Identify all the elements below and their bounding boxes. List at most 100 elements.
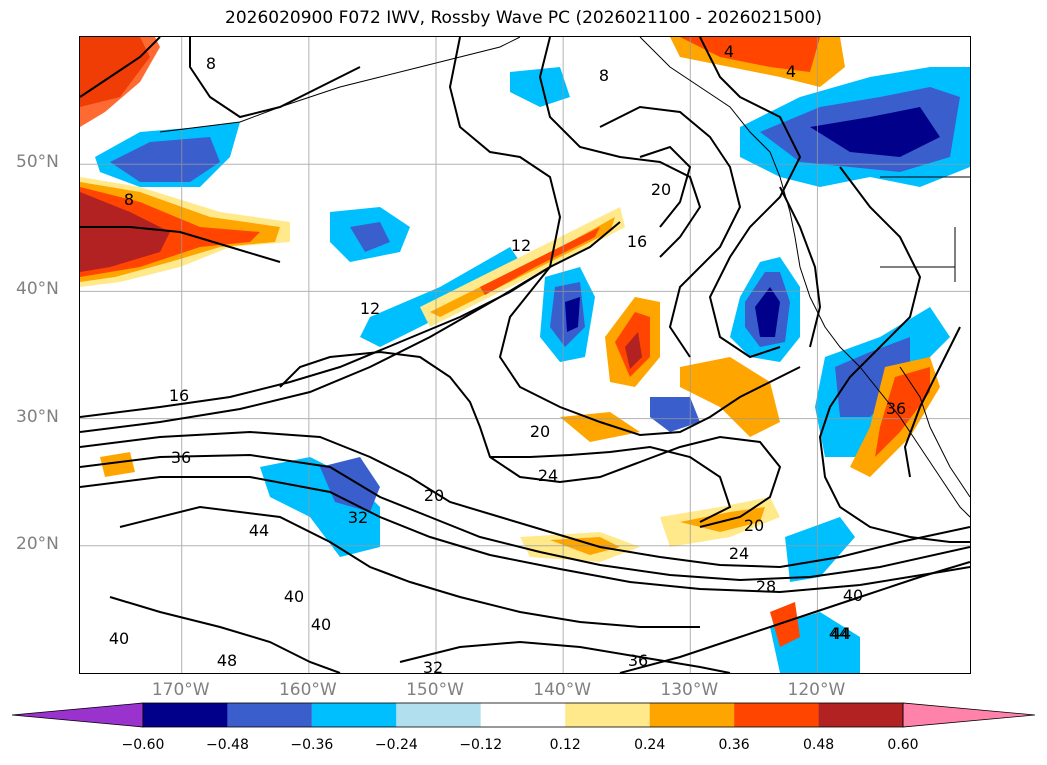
longitude-label: 130°W	[660, 680, 719, 700]
negative-anomaly-patch	[785, 517, 855, 582]
coastlines	[159, 37, 970, 518]
iwv-contour	[80, 37, 161, 98]
contour-label: 40	[284, 587, 304, 606]
positive-anomaly-patch	[100, 452, 135, 477]
contour-label: 36	[886, 399, 906, 418]
longitude-label: 160°W	[278, 680, 337, 700]
positive-anomaly-patch	[770, 602, 800, 647]
iwv-contour	[80, 226, 281, 263]
iwv-contour	[109, 596, 341, 673]
positive-anomaly-patch	[560, 412, 640, 442]
alaska-aleutian-coast	[159, 37, 521, 133]
colorbar-outline	[142, 702, 904, 728]
contour-label: 4	[724, 42, 734, 61]
north-america-coast	[639, 37, 970, 518]
colorbar-segment	[143, 703, 228, 727]
negative-anomaly-patch	[110, 137, 220, 182]
negative-anomaly-patch	[835, 337, 910, 417]
iwv-contour	[189, 37, 361, 119]
colorbar-tick-label: 0.24	[634, 737, 666, 753]
latitude-label: 20°N	[16, 533, 59, 554]
iwv-contour	[279, 350, 782, 528]
iwv-contour	[119, 505, 700, 628]
contour-label: 36	[628, 651, 648, 670]
baja-coast	[899, 366, 970, 498]
contour-label: 4	[786, 62, 796, 81]
colorbar-tick-label: −0.60	[121, 737, 165, 753]
negative-anomaly-patch	[810, 107, 940, 157]
latitude-label: 40°N	[16, 279, 59, 300]
contour-label: 20	[651, 180, 671, 199]
contour-label: 32	[348, 508, 368, 527]
negative-anomaly-patch	[510, 67, 570, 107]
iwv-contour	[538, 37, 702, 258]
contour-label: 16	[169, 386, 189, 405]
iwv-contour	[448, 37, 801, 437]
map-title: 2026020900 F072 IWV, Rossby Wave PC (202…	[225, 8, 822, 28]
contour-label: 12	[360, 299, 380, 318]
contour-label: 8	[124, 190, 134, 209]
iwv-contour	[80, 453, 970, 582]
colorbar-segment	[227, 703, 312, 727]
colorbar-segment	[818, 703, 903, 727]
iwv-contour	[699, 37, 802, 359]
contour-label: 40	[109, 629, 129, 648]
iwv-contour	[619, 561, 970, 673]
contour-label: 44	[831, 624, 851, 643]
longitude-label: 150°W	[406, 680, 464, 700]
positive-anomaly-patch	[625, 332, 642, 369]
longitude-label: 120°W	[787, 680, 846, 700]
map-panel: 8 8 4 4 8 12 12 16 16 20 20 20 20 24 24 28 32 32 36 36 40 40 4…	[79, 36, 971, 674]
colorbar-segment	[565, 703, 650, 727]
iwv-contour	[80, 266, 551, 433]
contour-label: 44	[829, 624, 849, 643]
iwv-contour	[779, 186, 822, 348]
colorbar-tick-label: −0.48	[205, 737, 249, 753]
colorbar-tick-label: 0.48	[802, 737, 835, 753]
colorbar-segment	[480, 703, 566, 727]
iwv-contour	[80, 221, 621, 418]
negative-anomaly-patch	[565, 297, 580, 332]
colorbar-tick-label: 0.36	[718, 737, 750, 753]
contour-label: 20	[530, 422, 550, 441]
contour-label: 12	[511, 236, 531, 255]
contour-label: 48	[217, 651, 237, 670]
contour-label: 24	[538, 466, 558, 485]
iwv-contour	[490, 445, 732, 523]
contour-label: 20	[744, 516, 764, 535]
negative-anomaly-patch	[350, 222, 390, 252]
colorbar-tick-label: −0.24	[374, 737, 418, 753]
colorbar-tick-label: −0.36	[290, 737, 334, 753]
latitude-label: 30°N	[16, 406, 59, 427]
iwv-contour	[80, 476, 970, 594]
negative-anomaly-patch	[650, 397, 700, 432]
contour-label: 20	[424, 486, 444, 505]
contour-label: 36	[171, 448, 191, 467]
contour-label: 24	[729, 544, 749, 563]
iwv-contour	[639, 145, 692, 228]
latitude-label: 50°N	[16, 152, 59, 173]
iwv-contours	[80, 37, 970, 673]
contour-label: 8	[206, 54, 216, 73]
positive-anomaly-patch	[680, 357, 780, 437]
positive-anomaly-patch	[480, 227, 600, 295]
contour-label: 44	[249, 521, 269, 540]
colorbar-tick-label: 0.12	[549, 737, 581, 753]
state-border	[880, 266, 956, 282]
contour-label: 32	[423, 658, 443, 673]
longitude-label: 140°W	[533, 680, 592, 700]
contour-label: 28	[756, 577, 776, 596]
colorbar-max-arrow	[902, 702, 1036, 728]
colorbar	[11, 702, 1036, 728]
iwv-contour	[903, 326, 961, 478]
colorbar-segment	[734, 703, 819, 727]
iwv-contour	[818, 166, 970, 543]
colorbar-tick-label: 0.60	[887, 737, 919, 753]
colorbar-min-arrow	[11, 702, 144, 728]
colorbar-segment	[311, 703, 397, 727]
contour-label: 40	[311, 615, 331, 634]
positive-anomaly-patch	[80, 192, 170, 272]
anomaly-shading	[80, 37, 970, 673]
colorbar-tick-label: −0.12	[459, 737, 503, 753]
